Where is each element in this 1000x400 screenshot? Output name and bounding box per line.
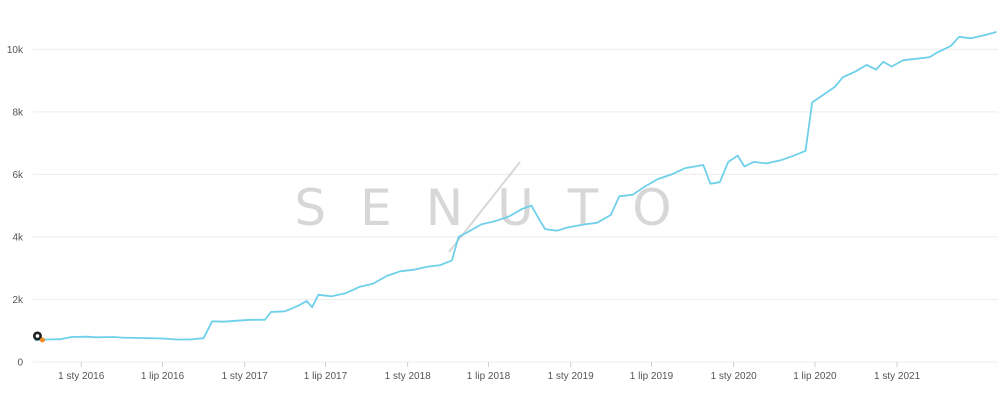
y-tick-label: 8k: [12, 107, 24, 118]
series-line-0: [34, 31, 997, 341]
grid-lines: [33, 48, 998, 363]
x-tick-label: 1 sty 2019: [548, 371, 595, 382]
y-tick-label: 2k: [12, 295, 24, 306]
watermark: SENUTO: [294, 161, 672, 253]
x-tick-label: 1 lip 2019: [630, 371, 674, 382]
y-tick-label: 4k: [12, 232, 24, 243]
event-markers[interactable]: [32, 331, 45, 343]
y-tick-label: 10k: [7, 45, 24, 56]
y-tick-label: 6k: [12, 170, 24, 181]
watermark-slash: [448, 161, 521, 253]
x-tick-label: 1 lip 2017: [304, 371, 348, 382]
x-axis: 1 sty 2016 1 lip 2016 1 sty 2017 1 lip 2017…: [58, 362, 921, 382]
x-tick-label: 1 sty 2021: [874, 371, 921, 382]
x-tick-label: 1 sty 2017: [222, 371, 269, 382]
series-layer: [34, 31, 997, 341]
x-tick-label: 1 lip 2020: [793, 371, 837, 382]
marker-badge: [39, 337, 45, 343]
x-tick-label: 1 lip 2016: [141, 371, 185, 382]
x-tick-label: 1 sty 2018: [385, 371, 432, 382]
x-tick-label: 1 sty 2020: [711, 371, 758, 382]
google-update-icon[interactable]: [32, 331, 45, 343]
y-axis: 0 2k 4k 6k 8k 10k: [7, 45, 24, 369]
y-tick-label: 0: [17, 358, 23, 369]
x-tick-label: 1 lip 2018: [467, 371, 511, 382]
marker-dot: [35, 334, 40, 338]
x-tick-label: 1 sty 2016: [58, 371, 105, 382]
